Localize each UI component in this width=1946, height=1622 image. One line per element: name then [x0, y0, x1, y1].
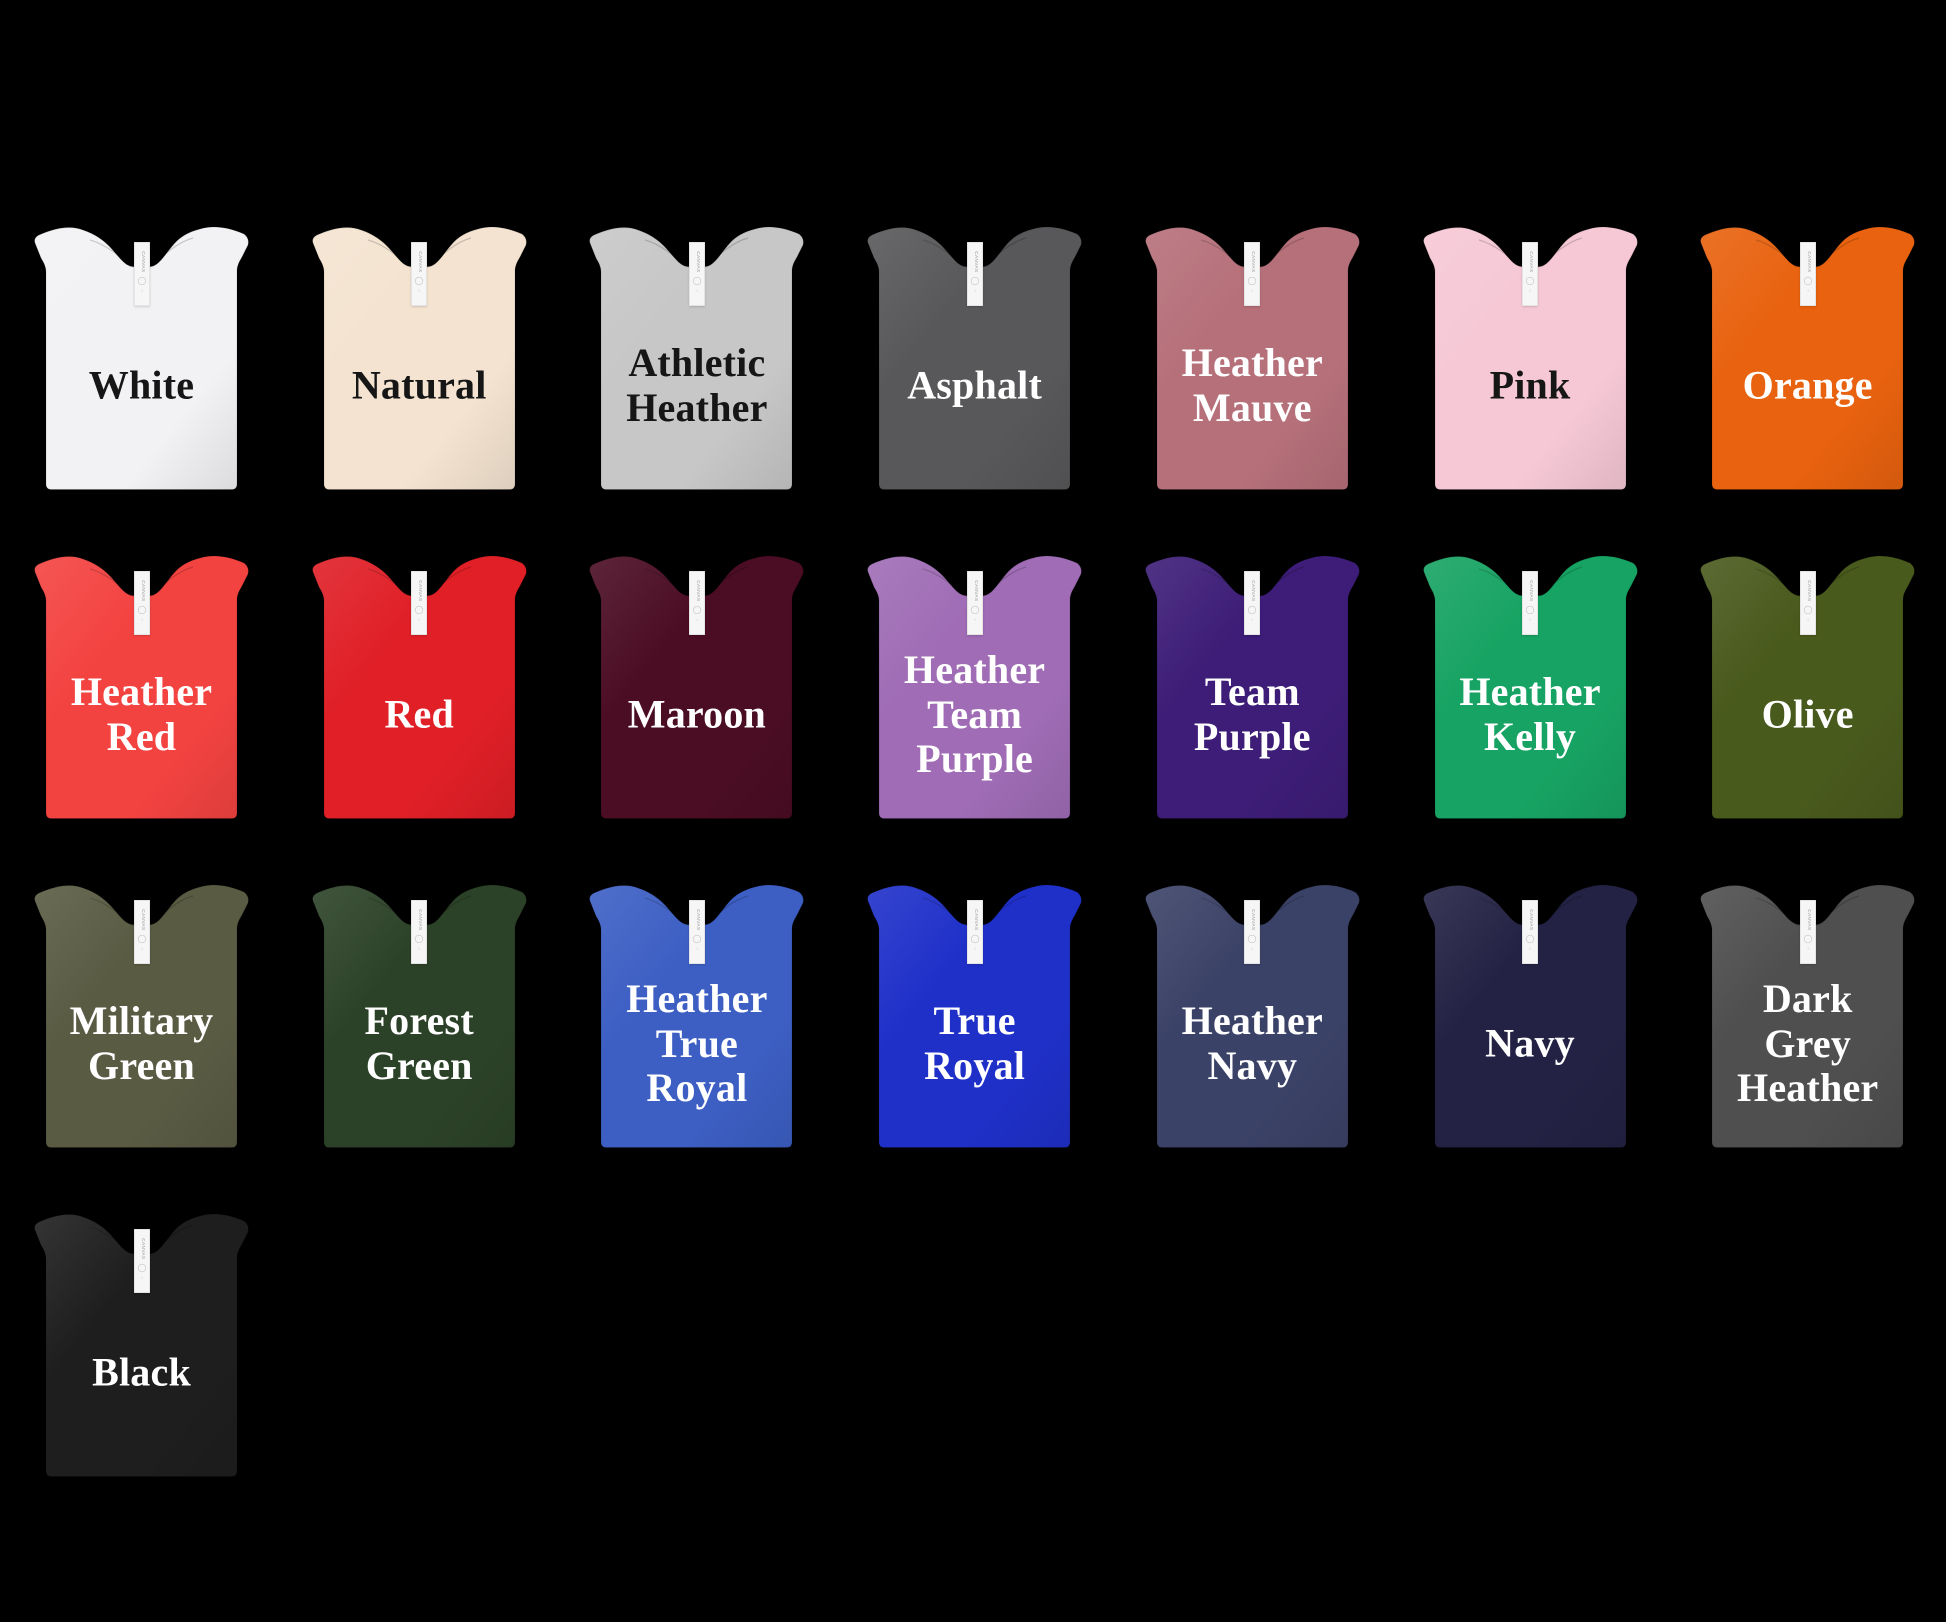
svg-text:CANVAS: CANVAS	[973, 252, 979, 273]
svg-text:CANVAS: CANVAS	[140, 252, 146, 273]
svg-text:CANVAS: CANVAS	[140, 581, 146, 602]
svg-text:-.0.: -.0.	[1806, 949, 1810, 951]
svg-text:-.0.: -.0.	[695, 620, 699, 622]
svg-text:-.0.: -.0.	[1251, 620, 1255, 622]
svg-text:CANVAS: CANVAS	[695, 252, 701, 273]
svg-text:-.0.: -.0.	[1251, 291, 1255, 293]
svg-text:-.0.: -.0.	[140, 620, 144, 622]
svg-text:-.0.: -.0.	[140, 291, 144, 293]
svg-text:-.0.: -.0.	[1528, 291, 1532, 293]
svg-text:CANVAS: CANVAS	[973, 910, 979, 931]
svg-text:-.0.: -.0.	[1806, 620, 1810, 622]
svg-text:-.0.: -.0.	[418, 620, 422, 622]
svg-text:-.0.: -.0.	[973, 620, 977, 622]
svg-text:-.0.: -.0.	[1528, 949, 1532, 951]
svg-text:CANVAS: CANVAS	[1528, 581, 1534, 602]
svg-text:CANVAS: CANVAS	[140, 1239, 146, 1260]
svg-text:-.0.: -.0.	[695, 949, 699, 951]
svg-text:CANVAS: CANVAS	[1250, 910, 1256, 931]
svg-text:CANVAS: CANVAS	[1250, 581, 1256, 602]
svg-text:-.0.: -.0.	[140, 1278, 144, 1280]
svg-text:-.0.: -.0.	[695, 291, 699, 293]
svg-text:-.0.: -.0.	[1528, 620, 1532, 622]
svg-text:CANVAS: CANVAS	[1806, 581, 1812, 602]
svg-text:CANVAS: CANVAS	[1806, 252, 1812, 273]
svg-text:CANVAS: CANVAS	[140, 910, 146, 931]
svg-text:CANVAS: CANVAS	[695, 581, 701, 602]
svg-text:-.0.: -.0.	[418, 291, 422, 293]
svg-text:CANVAS: CANVAS	[1806, 910, 1812, 931]
svg-text:CANVAS: CANVAS	[1528, 252, 1534, 273]
svg-text:CANVAS: CANVAS	[417, 581, 423, 602]
svg-text:CANVAS: CANVAS	[695, 910, 701, 931]
svg-text:-.0.: -.0.	[140, 949, 144, 951]
svg-text:-.0.: -.0.	[973, 291, 977, 293]
svg-text:CANVAS: CANVAS	[1528, 910, 1534, 931]
svg-text:-.0.: -.0.	[973, 949, 977, 951]
svg-text:-.0.: -.0.	[1251, 949, 1255, 951]
svg-text:-.0.: -.0.	[418, 949, 422, 951]
svg-text:CANVAS: CANVAS	[417, 910, 423, 931]
svg-text:CANVAS: CANVAS	[1250, 252, 1256, 273]
svg-text:CANVAS: CANVAS	[973, 581, 979, 602]
svg-text:CANVAS: CANVAS	[417, 252, 423, 273]
svg-text:-.0.: -.0.	[1806, 291, 1810, 293]
